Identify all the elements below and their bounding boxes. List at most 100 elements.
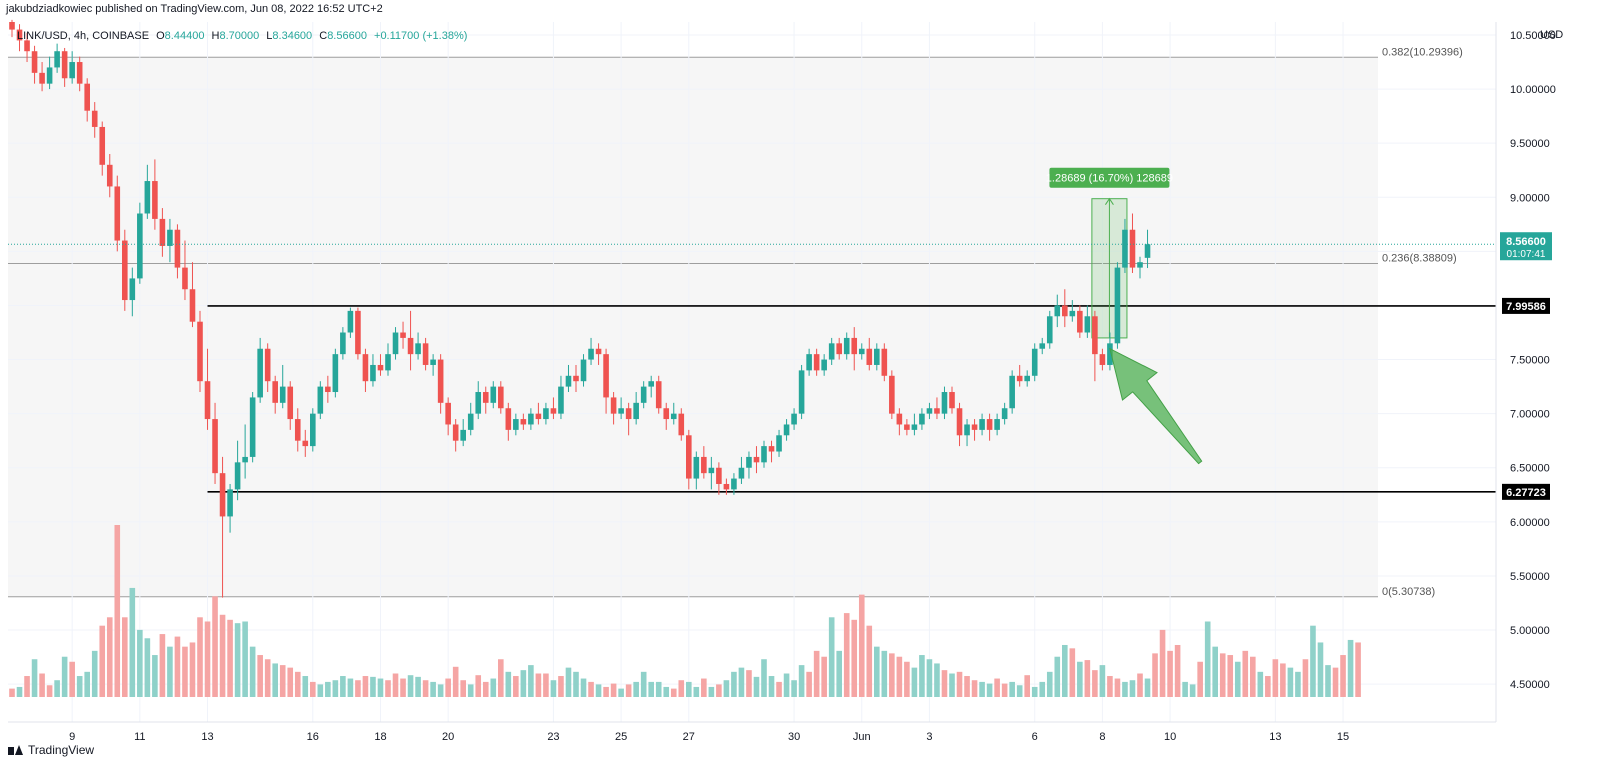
- candle-body: [159, 218, 166, 246]
- volume-bar: [761, 659, 767, 697]
- volume-bar: [768, 676, 775, 697]
- volume-bar: [1204, 621, 1211, 697]
- bar-countdown: 01:07:41: [1507, 249, 1546, 260]
- level-tag-label: 7.99586: [1506, 301, 1546, 313]
- volume-bar: [287, 667, 294, 697]
- volume-bar: [1122, 681, 1128, 697]
- volume-bar: [783, 673, 790, 697]
- candle-body: [9, 22, 15, 30]
- volume-bar: [1310, 625, 1316, 697]
- volume-bar: [1114, 678, 1121, 697]
- arrow-annotation[interactable]: [1109, 347, 1203, 465]
- fib-band: [8, 57, 1378, 597]
- candle-body: [565, 375, 572, 387]
- legend-open: 8.44400: [165, 30, 205, 42]
- price-tick-label: 10.50000: [1510, 30, 1556, 42]
- volume-bar: [776, 681, 782, 697]
- volume-bar: [633, 681, 639, 697]
- volume-bar: [189, 642, 196, 697]
- legend-open-label: O: [156, 30, 165, 42]
- volume-bar: [204, 621, 211, 697]
- candle-body: [776, 435, 782, 452]
- candle-body: [1144, 244, 1151, 258]
- volume-bar: [896, 656, 903, 697]
- volume-bar: [1024, 675, 1030, 697]
- candle-body: [129, 278, 136, 301]
- level-tag-bg: [1502, 483, 1550, 500]
- current-price-tag-bg: [1500, 232, 1552, 261]
- volume-bar: [1016, 685, 1023, 697]
- volume-bar: [580, 678, 587, 697]
- volume-bar: [1302, 659, 1309, 697]
- volume-bar: [167, 646, 173, 697]
- candle-body: [558, 386, 564, 414]
- candle-body: [1031, 348, 1038, 376]
- candle-body: [618, 408, 624, 414]
- volume-bar: [971, 680, 978, 697]
- candle-body: [99, 126, 106, 165]
- time-axis[interactable]: 9 11 13 16 18 20 23 25 27 30 Jun 3 6 8 10 13 15: [69, 731, 1349, 743]
- candle-body: [971, 424, 978, 430]
- candle-body: [279, 386, 286, 403]
- volume-bar: [588, 681, 594, 697]
- tradingview-logo[interactable]: TradingView: [8, 743, 94, 757]
- volume-bar: [543, 673, 549, 697]
- candle-body: [723, 483, 730, 490]
- candlesticks: [8, 19, 1496, 598]
- volume-bar: [1280, 663, 1286, 697]
- volume-bar: [1250, 656, 1256, 697]
- volume-bar: [610, 683, 617, 697]
- horizontal-levels[interactable]: [207, 305, 1496, 493]
- candle-body: [513, 419, 519, 430]
- candle-body: [219, 473, 226, 517]
- measure-label: 1.28689 (16.70%) 128689: [1046, 173, 1173, 185]
- price-tick-label: 6.00000: [1510, 517, 1550, 529]
- volume-bar: [482, 681, 489, 697]
- fib-retracement[interactable]: 0.382(10.29396) 0.236(8.38809) 0(5.30738): [8, 46, 1463, 598]
- volume-bar: [1046, 671, 1053, 697]
- volume-bar: [550, 680, 557, 697]
- level-tag-label: 6.27723: [1506, 487, 1546, 499]
- volume-bar: [889, 653, 895, 697]
- volume-bar: [1355, 642, 1361, 697]
- candle-body: [926, 408, 933, 414]
- candle-body: [550, 408, 557, 414]
- candle-body: [986, 419, 993, 430]
- volume-bar: [114, 525, 121, 697]
- candle-body: [76, 62, 83, 84]
- volume-bar: [257, 655, 263, 697]
- volume-bar: [227, 619, 233, 697]
- measure-arrow-head: [1105, 197, 1114, 205]
- volume-bar: [294, 671, 301, 697]
- time-tick-label: 30: [788, 731, 800, 743]
- currency-label: USD: [1540, 29, 1563, 41]
- volume-bar: [1144, 678, 1151, 697]
- candle-body: [1054, 305, 1061, 317]
- candle-body: [475, 392, 482, 414]
- candle-body: [257, 348, 263, 398]
- current-price-tag: 8.56600: [1506, 236, 1546, 248]
- candle-body: [242, 456, 248, 463]
- volume-bar: [355, 680, 361, 697]
- candle-body: [588, 348, 594, 360]
- volume-bar: [1189, 684, 1196, 697]
- tradingview-logo-text: TradingView: [28, 743, 95, 757]
- volume-bar: [325, 681, 331, 697]
- price-axis[interactable]: USD 10.5000010.000009.500009.000008.5000…: [1510, 29, 1563, 691]
- volume-bar: [1092, 670, 1098, 697]
- candle-body: [317, 386, 324, 414]
- time-tick-label: 13: [1269, 731, 1281, 743]
- candle-body: [445, 402, 451, 425]
- volume-bar: [964, 676, 970, 697]
- tradingview-logo-icon: [8, 745, 24, 755]
- volume-bar: [618, 688, 624, 697]
- legend-high: 8.70000: [219, 30, 259, 42]
- candle-body: [69, 62, 75, 79]
- volume-bar: [648, 681, 654, 697]
- candle-body: [663, 408, 670, 420]
- candle-body: [625, 408, 632, 420]
- price-range-measure[interactable]: 1.28689 (16.70%) 128689: [1046, 167, 1173, 339]
- volume-bar: [340, 676, 346, 697]
- volume-bar: [1129, 680, 1136, 697]
